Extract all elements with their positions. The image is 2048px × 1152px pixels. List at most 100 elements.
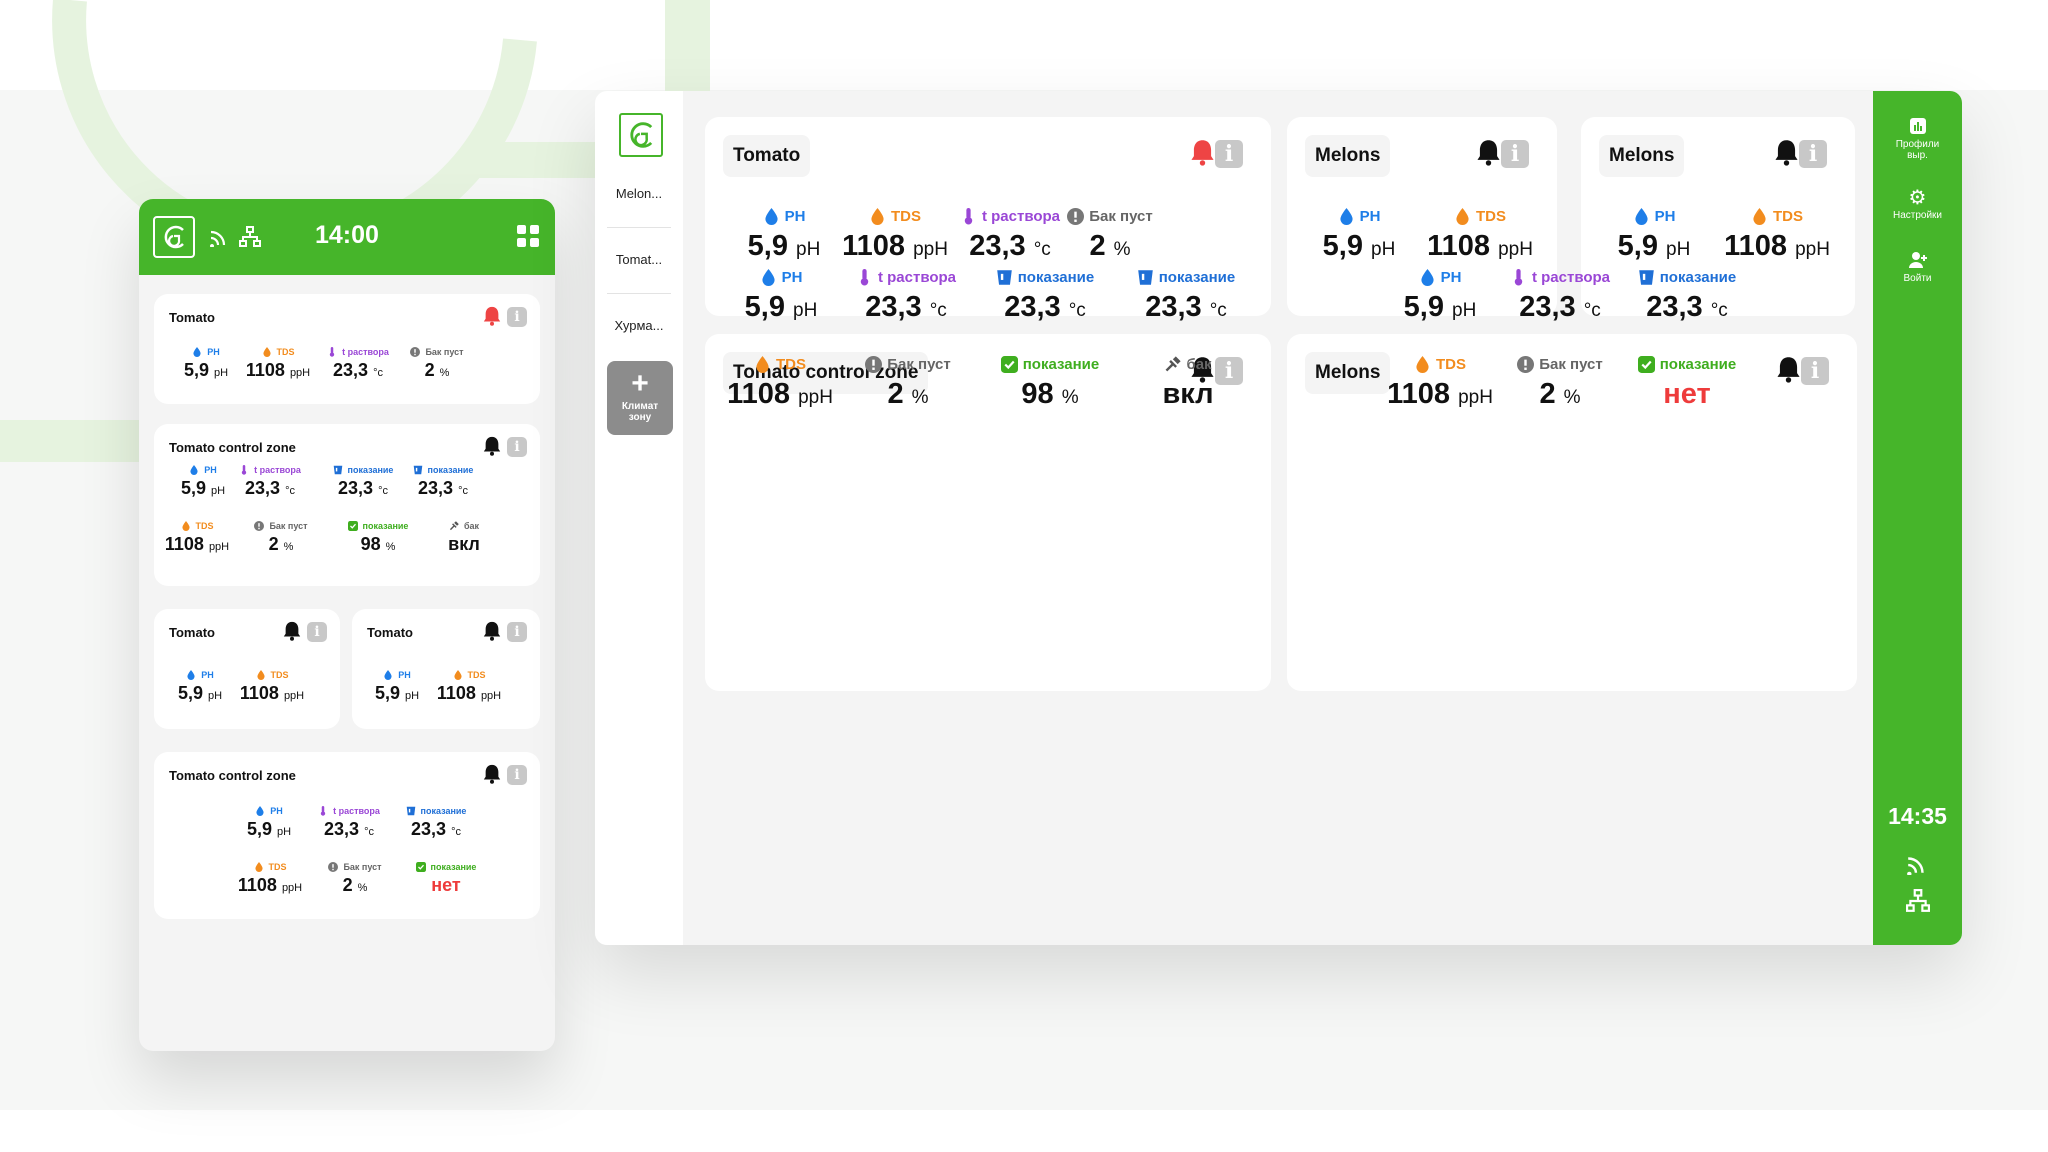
metric-ph: PH 5,9 pH bbox=[1370, 269, 1510, 324]
info-button[interactable]: i bbox=[507, 765, 527, 785]
check-icon bbox=[347, 521, 358, 531]
metric-label: показание bbox=[427, 465, 474, 475]
settings-button[interactable]: ⚙ Настройки bbox=[1873, 188, 1962, 222]
metric-label: t раствора bbox=[981, 208, 1061, 225]
zone-card[interactable]: Tomato i PH 5,9 pH TDS 1108 ppH t раствор… bbox=[705, 117, 1271, 316]
zone-card[interactable]: Melons i PH 5,9 pH TDS 1108 ppH bbox=[1287, 117, 1557, 316]
divider bbox=[607, 227, 671, 228]
metric-value: 5,9 bbox=[177, 683, 203, 703]
metric-reading: показание 23,3 °c bbox=[293, 465, 433, 499]
tds-drop-icon bbox=[1751, 208, 1768, 225]
metric-unit: pH bbox=[1666, 239, 1691, 260]
metric-label: Бак пуст bbox=[1089, 208, 1153, 225]
thermometer-icon bbox=[960, 208, 977, 225]
wifi-icon bbox=[210, 230, 226, 247]
add-climate-zone-button[interactable]: + Климат зону bbox=[607, 361, 673, 435]
metric-tank-empty: Бак пуст 2 % bbox=[838, 356, 978, 411]
profiles-button[interactable]: Профили выр. bbox=[1873, 117, 1962, 162]
info-button[interactable]: i bbox=[507, 437, 527, 457]
zone-card[interactable]: Tomato i PH 5,9 pH TDS 1108 ppH bbox=[352, 609, 540, 729]
info-button[interactable]: i bbox=[1215, 140, 1243, 168]
sidebar-item-tomato[interactable]: Tomat... bbox=[615, 252, 663, 267]
metric-label: PH bbox=[270, 806, 283, 816]
alarm-bell-icon[interactable] bbox=[1189, 139, 1216, 171]
login-button[interactable]: Войти bbox=[1873, 251, 1962, 284]
metric-value: вкл bbox=[1162, 378, 1214, 410]
zone-card[interactable]: Melons i PH 5,9 pH TDS 1108 ppH bbox=[1581, 117, 1855, 316]
alarm-bell-icon[interactable] bbox=[482, 764, 502, 789]
metric-reading: показание 98 % bbox=[980, 356, 1120, 411]
alarm-bell-icon[interactable] bbox=[282, 621, 302, 646]
metric-value: 23,3 bbox=[333, 360, 369, 380]
metric-value: 23,3 bbox=[338, 478, 374, 498]
metric-label: PH bbox=[1440, 269, 1462, 286]
sidebar-item-persimmon[interactable]: Хурма... bbox=[614, 318, 664, 333]
metric-unit: °c bbox=[929, 300, 947, 321]
apps-grid-icon[interactable] bbox=[517, 225, 539, 247]
zone-card[interactable]: Tomato i PH 5,9 pH TDS 1108 ppH bbox=[154, 609, 340, 729]
alarm-bell-icon[interactable] bbox=[1189, 356, 1216, 388]
metric-label: Бак пуст bbox=[887, 356, 951, 373]
zone-card[interactable]: Tomato i PH 5,9 pH TDS 1108 ppH t раствор… bbox=[154, 294, 540, 404]
wifi-icon bbox=[1907, 857, 1924, 875]
metric-value: 2 bbox=[887, 378, 904, 410]
info-button[interactable]: i bbox=[1801, 357, 1829, 385]
metric-unit: °c bbox=[1068, 300, 1086, 321]
check-icon bbox=[1637, 356, 1655, 373]
metric-unit: ppH bbox=[913, 239, 948, 260]
card-title: Tomato bbox=[367, 625, 413, 640]
metric-unit: % bbox=[1113, 239, 1131, 260]
thermometer-icon bbox=[1510, 269, 1527, 286]
warning-icon bbox=[410, 347, 421, 357]
metric-value: 1108 bbox=[164, 534, 204, 554]
metric-label: PH bbox=[781, 269, 803, 286]
metric-unit: pH bbox=[213, 367, 229, 379]
metric-unit: % bbox=[357, 882, 368, 894]
warning-icon bbox=[1067, 208, 1085, 225]
metric-reading: показание 23,3 °c bbox=[1617, 269, 1757, 324]
alarm-bell-icon[interactable] bbox=[1773, 139, 1800, 171]
alarm-bell-icon[interactable] bbox=[1475, 139, 1502, 171]
metric-tds: TDS 1108 ppH bbox=[710, 356, 850, 411]
metric-label: Бак пуст bbox=[425, 347, 464, 357]
alarm-bell-icon[interactable] bbox=[482, 621, 502, 646]
metric-tank-empty: Бак пуст 2 % bbox=[211, 521, 351, 555]
info-button[interactable]: i bbox=[307, 622, 327, 642]
metric-label: TDS bbox=[276, 347, 295, 357]
info-button[interactable]: i bbox=[507, 307, 527, 327]
metric-reading: показание нет bbox=[1617, 356, 1757, 411]
zone-card[interactable]: Melons i PH 5,9 pH t раствора 23,3 °c пок… bbox=[1287, 269, 1857, 691]
info-button[interactable]: i bbox=[1799, 140, 1827, 168]
info-button[interactable]: i bbox=[1215, 357, 1243, 385]
metric-value: 1108 bbox=[1387, 378, 1450, 410]
zone-card[interactable]: Tomato control zone i PH 5,9 pH t раствор… bbox=[154, 752, 540, 919]
metric-label: TDS bbox=[270, 670, 289, 680]
card-title: Tomato control zone bbox=[169, 440, 296, 455]
metric-tds: TDS 1108 ppH bbox=[208, 347, 348, 381]
thermometer-icon bbox=[318, 806, 328, 816]
metric-value: 23,3 bbox=[1646, 291, 1703, 323]
metric-label: TDS bbox=[776, 356, 806, 373]
metric-value: 1108 bbox=[436, 683, 476, 703]
metric-value: 98 bbox=[360, 534, 381, 554]
alarm-bell-icon[interactable] bbox=[482, 306, 502, 331]
alarm-bell-icon[interactable] bbox=[482, 436, 502, 461]
metric-unit: °c bbox=[373, 367, 383, 379]
add-zone-label: Климат зону bbox=[621, 401, 659, 423]
metric-unit: ppH bbox=[208, 541, 230, 553]
alarm-bell-icon[interactable] bbox=[1775, 356, 1802, 388]
profiles-label: Профили выр. bbox=[1895, 138, 1940, 162]
info-button[interactable]: i bbox=[507, 622, 527, 642]
metric-label: t раствора bbox=[333, 806, 380, 816]
zone-card[interactable]: Tomato control zone i PH 5,9 pH t раствор… bbox=[154, 424, 540, 586]
sensor-cup-icon bbox=[996, 269, 1013, 286]
metric-label: Бак пуст bbox=[269, 521, 308, 531]
metric-unit: ppH bbox=[480, 690, 502, 702]
info-button[interactable]: i bbox=[1501, 140, 1529, 168]
zone-card[interactable]: Tomato control zone i PH 5,9 pH t раствор… bbox=[705, 269, 1271, 691]
metric-value: 1108 bbox=[727, 378, 790, 410]
phone-app: 14:00 Tomato i PH 5,9 pH TDS 1108 ppH t р… bbox=[139, 199, 555, 1051]
sidebar-item-melons[interactable]: Melon... bbox=[615, 186, 663, 201]
metric-unit: °c bbox=[1209, 300, 1227, 321]
metric-label: показание bbox=[420, 806, 467, 816]
